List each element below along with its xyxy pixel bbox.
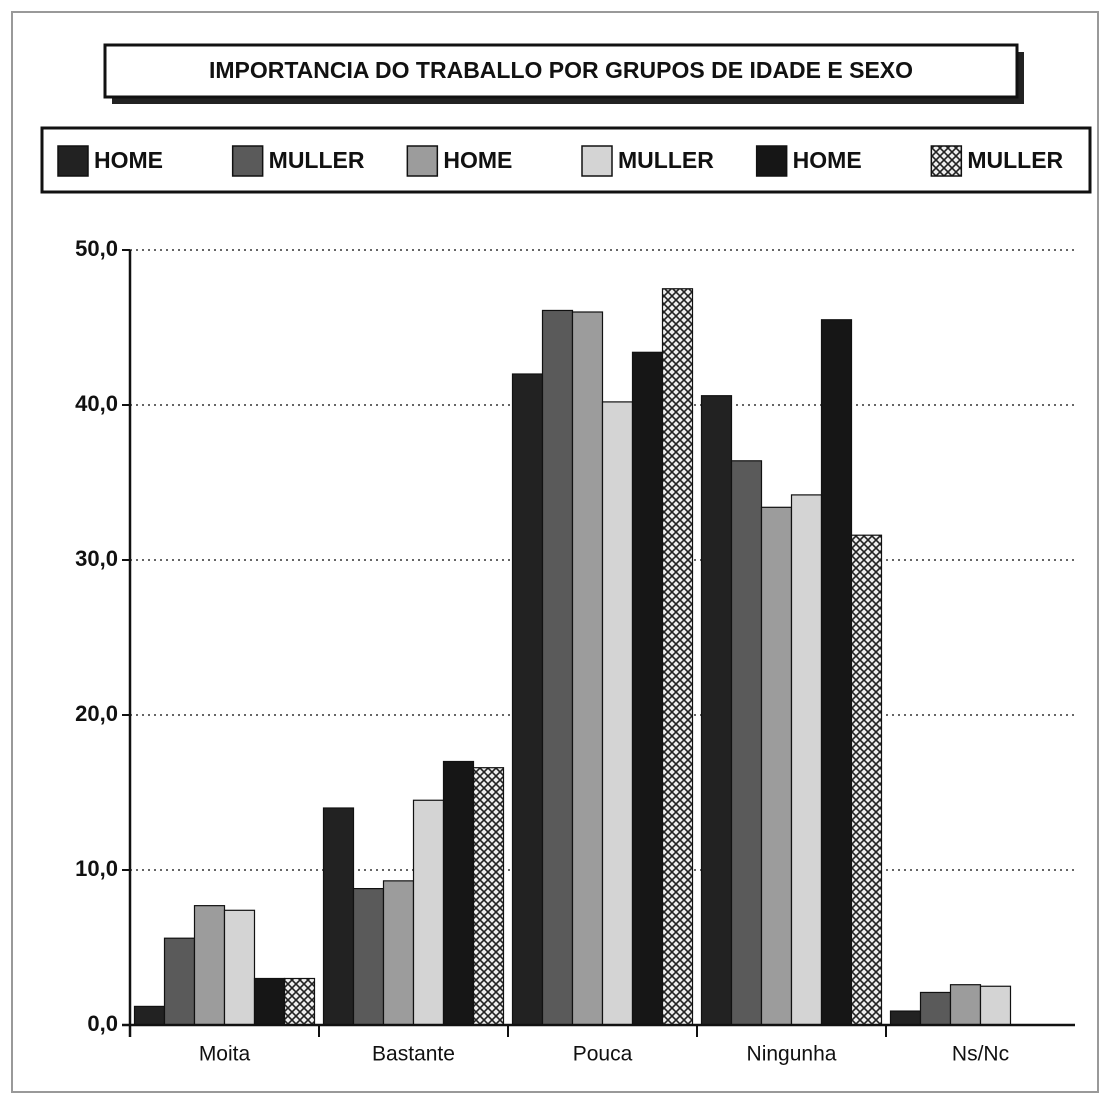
bar: [133, 1005, 166, 1026]
bar: [949, 984, 982, 1026]
legend-swatch: [755, 145, 788, 177]
bar: [820, 319, 853, 1026]
legend-label: HOME: [793, 147, 862, 173]
legend-swatch: [231, 145, 264, 177]
bar: [661, 288, 694, 1026]
legend-label: HOME: [443, 147, 512, 173]
frame: [11, 11, 1099, 1093]
bar: [541, 309, 574, 1026]
y-tick-label: 50,0: [75, 236, 118, 261]
x-tick-label: Moita: [199, 1043, 251, 1066]
bar: [730, 460, 763, 1026]
x-tick-label: Ningunha: [747, 1043, 837, 1066]
legend-swatch: [57, 145, 89, 177]
y-tick-label: 20,0: [75, 701, 118, 726]
bar: [283, 977, 316, 1026]
bar: [631, 351, 664, 1026]
bar: [760, 506, 793, 1026]
bar: [253, 977, 286, 1026]
bar: [442, 760, 475, 1026]
legend-swatch: [406, 145, 439, 177]
bar: [193, 905, 226, 1026]
legend-swatch: [581, 145, 613, 177]
x-tick-label: Ns/Nc: [952, 1043, 1009, 1066]
legend-swatch: [930, 145, 963, 177]
bar: [163, 937, 196, 1026]
legend-label: MULLER: [618, 147, 714, 173]
bar: [571, 311, 604, 1026]
bar: [919, 991, 952, 1026]
bar: [790, 494, 823, 1026]
legend-label: MULLER: [269, 147, 365, 173]
bar: [889, 1010, 922, 1026]
y-tick-label: 30,0: [75, 546, 118, 571]
bar: [979, 985, 1012, 1026]
legend-box: [40, 126, 1092, 194]
bar: [322, 807, 355, 1026]
bar: [601, 401, 634, 1026]
legend-label: MULLER: [967, 147, 1063, 173]
bar: [352, 887, 385, 1026]
legend-label: HOME: [94, 147, 163, 173]
x-tick-label: Pouca: [573, 1043, 633, 1066]
title-box: [103, 43, 1019, 99]
y-tick-label: 10,0: [75, 856, 118, 881]
bar: [382, 880, 415, 1026]
x-tick-label: Bastante: [372, 1043, 455, 1066]
y-tick-label: 40,0: [75, 391, 118, 416]
bar: [412, 799, 445, 1026]
bar: [223, 909, 256, 1026]
bar: [700, 395, 733, 1026]
bar: [511, 373, 544, 1026]
chart-title: IMPORTANCIA DO TRABALLO POR GRUPOS DE ID…: [209, 57, 913, 83]
bar: [850, 534, 883, 1026]
y-tick-label: 0,0: [87, 1011, 118, 1036]
bar: [472, 767, 505, 1026]
